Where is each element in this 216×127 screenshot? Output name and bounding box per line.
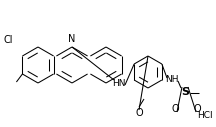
Text: O: O	[193, 104, 201, 114]
Text: S: S	[181, 87, 189, 97]
Text: N: N	[68, 34, 76, 44]
Text: Cl: Cl	[3, 35, 13, 45]
Text: HCl: HCl	[197, 110, 213, 120]
Text: O: O	[171, 104, 179, 114]
Text: O: O	[135, 108, 143, 118]
Text: NH: NH	[165, 75, 179, 83]
Text: HN: HN	[112, 78, 126, 88]
